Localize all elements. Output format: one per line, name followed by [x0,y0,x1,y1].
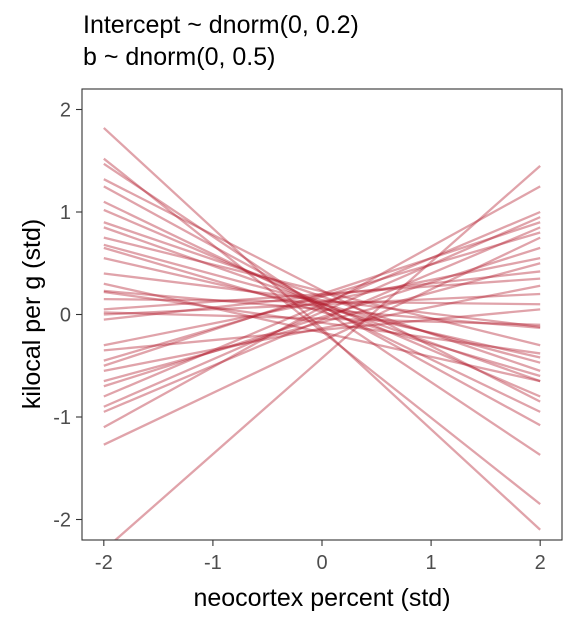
prior-line-3 [103,162,541,456]
prior-line-21 [103,256,541,347]
prior-line-17 [103,277,541,311]
prior-line-34 [103,236,541,347]
y-tick-label-1: -1 [53,407,71,429]
prior-line-22 [103,231,541,362]
y-tick-label-3: 1 [60,202,71,224]
prior-line-20 [103,270,541,321]
prior-line-30 [103,185,541,429]
x-axis-title: neocortex percent (std) [193,584,450,612]
prior-line-11 [103,246,541,378]
x-axis: -2 -1 0 1 2 [95,540,546,574]
prior-line-25 [103,262,541,383]
x-tick-label-1: -1 [204,552,222,574]
prior-line-2 [103,157,541,506]
prior-line-31 [103,236,541,446]
prior-line-5 [103,185,541,427]
prior-line-27 [103,210,541,398]
prior-line-6 [103,200,541,413]
prior-line-7 [103,208,541,398]
prior-line-4 [103,178,541,403]
prior-line-13 [103,272,541,328]
x-tick-label-0: -2 [95,552,113,574]
y-axis-title: kilocal per g (std) [18,219,46,409]
x-tick-label-2: 0 [316,552,327,574]
prior-line-9 [103,226,541,383]
prior-line-19 [103,292,541,316]
prior-line-29 [103,226,541,413]
y-tick-label-2: 0 [60,305,71,327]
y-tick-label-4: 2 [60,100,71,122]
prior-line-32 [113,165,541,540]
prior-line-16 [103,297,541,306]
prior-lines [103,127,541,540]
y-tick-label-0: -2 [53,510,71,532]
prior-line-12 [103,257,541,359]
x-tick-label-4: 2 [535,552,546,574]
prior-line-1 [103,127,541,531]
chart-title-line-1: Intercept ~ dnorm(0, 0.2) [83,11,359,39]
prior-line-8 [103,221,541,372]
prior-line-28 [103,216,541,408]
x-tick-label-3: 1 [426,552,437,574]
prior-line-26 [103,246,541,388]
prior-line-18 [103,311,541,326]
prior-line-24 [103,284,541,373]
prior-line-15 [103,290,541,355]
prior-line-23 [103,221,541,367]
y-axis: -2 -1 0 1 2 [53,100,82,532]
prior-line-10 [103,243,541,364]
chart-title-line-2: b ~ dnorm(0, 0.5) [83,43,276,71]
prior-line-35 [103,308,541,352]
prior-line-33 [103,282,541,383]
prior-line-14 [103,289,541,329]
